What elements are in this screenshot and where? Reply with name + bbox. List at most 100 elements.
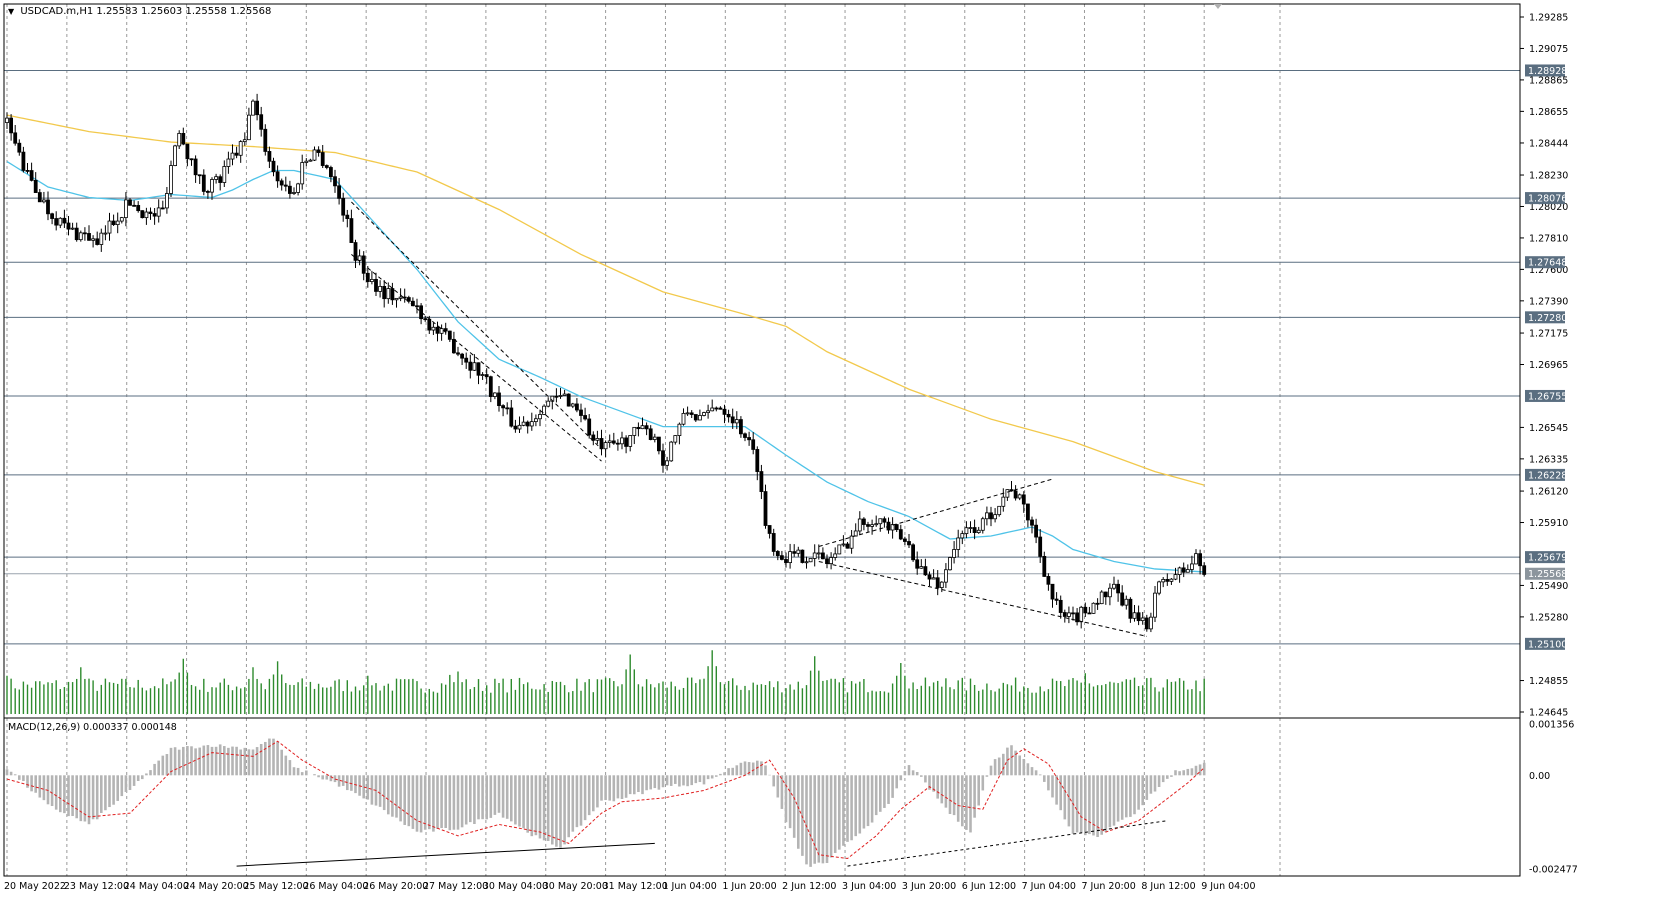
candle-body bbox=[263, 128, 268, 152]
candle-body bbox=[505, 407, 510, 410]
level-price-label: 1.28928 bbox=[1528, 66, 1567, 77]
candle-body bbox=[997, 505, 1002, 516]
candle-body bbox=[972, 527, 977, 534]
candle-body bbox=[980, 518, 985, 531]
trendline bbox=[351, 201, 602, 450]
candle-body bbox=[156, 207, 161, 217]
trendline bbox=[351, 254, 602, 462]
y-tick-label: 1.27390 bbox=[1529, 296, 1568, 307]
x-tick-label: 30 May 20:00 bbox=[543, 881, 608, 892]
candle-body bbox=[427, 318, 432, 331]
candle-body bbox=[21, 151, 26, 171]
candle-body bbox=[837, 544, 842, 555]
candle-body bbox=[628, 435, 633, 447]
candle-body bbox=[808, 558, 813, 563]
candle-body bbox=[964, 527, 969, 534]
candle-body bbox=[431, 326, 436, 331]
candle-body bbox=[726, 413, 731, 418]
candle-body bbox=[521, 421, 526, 426]
candle-body bbox=[17, 142, 22, 153]
x-tick-label: 26 May 04:00 bbox=[303, 881, 368, 892]
candle-body bbox=[160, 207, 165, 210]
candle-body bbox=[993, 514, 997, 520]
candle-body bbox=[739, 419, 743, 435]
candle-body bbox=[1091, 602, 1096, 614]
candle-body bbox=[562, 393, 567, 396]
candle-body bbox=[230, 152, 235, 160]
candle-body bbox=[730, 416, 735, 424]
candle-body bbox=[1153, 592, 1157, 618]
candle-body bbox=[665, 460, 669, 466]
candle-body bbox=[734, 419, 739, 424]
y-tick-label: 1.29075 bbox=[1529, 44, 1568, 55]
candle-body bbox=[1149, 616, 1153, 630]
candle-body bbox=[115, 220, 120, 225]
candle-body bbox=[927, 574, 932, 580]
candle-body bbox=[620, 437, 624, 445]
candle-body bbox=[558, 395, 563, 397]
y-tick-label: 1.29285 bbox=[1529, 13, 1568, 24]
plot-border bbox=[3, 3, 1521, 877]
candle-body bbox=[415, 305, 419, 308]
candle-body bbox=[1046, 576, 1051, 585]
candle-body bbox=[812, 552, 817, 559]
fast-moving-average bbox=[6, 160, 1205, 573]
candle-body bbox=[337, 185, 342, 199]
candle-body bbox=[845, 543, 850, 549]
candle-body bbox=[164, 193, 169, 209]
candle-body bbox=[259, 114, 264, 130]
candle-body bbox=[903, 538, 907, 542]
candle-body bbox=[607, 440, 612, 443]
candle-body bbox=[292, 192, 296, 194]
candle-body bbox=[907, 541, 911, 546]
candle-body bbox=[968, 527, 973, 529]
candle-body bbox=[42, 199, 46, 203]
candle-body bbox=[611, 440, 616, 444]
candle-body bbox=[870, 524, 874, 527]
y-tick-label: 1.27600 bbox=[1529, 265, 1568, 276]
candle-body bbox=[1087, 612, 1092, 615]
x-tick-label: 30 May 04:00 bbox=[483, 881, 548, 892]
x-tick-label: 1 Jun 20:00 bbox=[722, 881, 776, 892]
candle-body bbox=[62, 217, 67, 224]
candle-body bbox=[390, 288, 395, 301]
candle-body bbox=[365, 272, 370, 282]
candle-body bbox=[456, 352, 460, 355]
y-tick-label: 1.25280 bbox=[1529, 612, 1568, 623]
candle-body bbox=[554, 395, 559, 398]
candle-body bbox=[939, 581, 944, 588]
candle-body bbox=[616, 442, 620, 445]
level-price-label: 1.25679 bbox=[1528, 553, 1567, 564]
candle-body bbox=[1103, 591, 1108, 598]
y-tick-label: 1.26120 bbox=[1529, 487, 1568, 498]
candle-body bbox=[529, 421, 534, 427]
candle-body bbox=[1042, 555, 1047, 577]
candle-body bbox=[255, 100, 260, 116]
dropdown-triangle-icon[interactable]: ▼ bbox=[8, 7, 15, 16]
trendline bbox=[818, 478, 1053, 547]
y-tick-label: 1.25910 bbox=[1529, 518, 1568, 529]
candle-body bbox=[1165, 579, 1170, 582]
candle-body bbox=[923, 566, 928, 576]
candle-body bbox=[1177, 567, 1182, 575]
candle-body bbox=[1017, 494, 1022, 499]
level-price-tag bbox=[1525, 468, 1565, 481]
candle-body bbox=[480, 374, 485, 376]
candle-body bbox=[1005, 489, 1010, 498]
y-tick-label: 1.27175 bbox=[1529, 329, 1568, 340]
candle-body bbox=[25, 170, 30, 172]
candle-body bbox=[677, 423, 682, 436]
candle-body bbox=[312, 149, 317, 161]
candle-body bbox=[1128, 598, 1133, 619]
candle-body bbox=[205, 191, 210, 193]
candle-body bbox=[74, 227, 79, 241]
candle-body bbox=[698, 415, 702, 421]
candle-body bbox=[1173, 574, 1178, 580]
candle-body bbox=[636, 426, 641, 430]
candle-body bbox=[246, 114, 251, 141]
level-price-label: 1.27280 bbox=[1528, 313, 1567, 324]
candle-body bbox=[1058, 599, 1063, 613]
candle-body bbox=[1185, 569, 1190, 573]
candle-body bbox=[517, 424, 522, 430]
